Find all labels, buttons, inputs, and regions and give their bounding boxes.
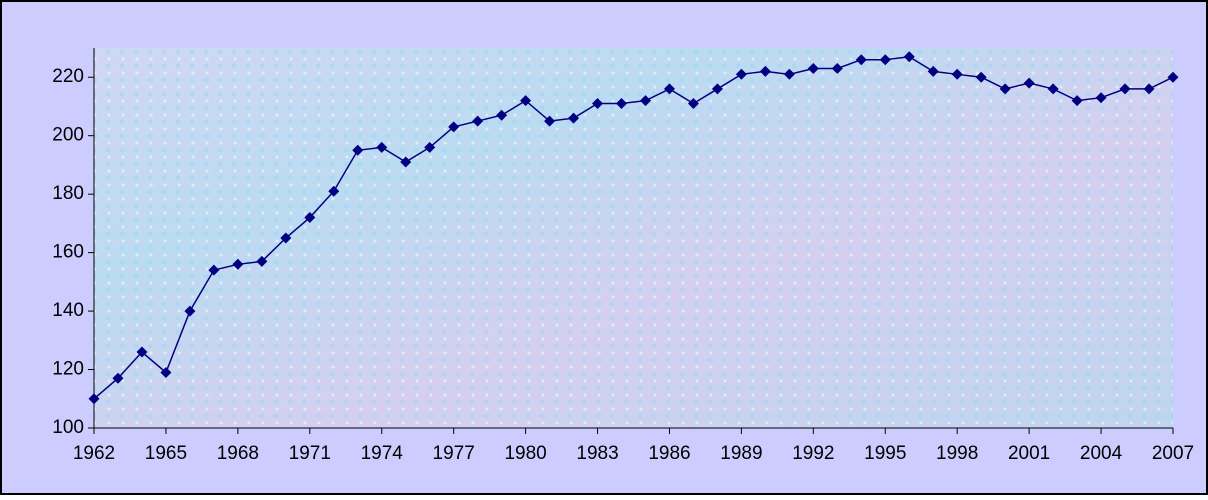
x-tick-label: 1971: [289, 443, 331, 464]
x-tick-label: 1986: [648, 443, 690, 464]
marker: [759, 65, 771, 77]
line: [93, 55, 1174, 400]
marker: [496, 109, 508, 121]
marker: [999, 83, 1011, 95]
marker: [951, 68, 963, 80]
marker: [831, 62, 843, 74]
marker: [783, 68, 795, 80]
marker: [639, 95, 651, 107]
marker: [616, 98, 628, 110]
marker: [1167, 71, 1179, 83]
x-tick-label: 1989: [720, 443, 762, 464]
marker: [256, 255, 268, 267]
marker: [711, 83, 723, 95]
y-tick-label: 200: [52, 125, 84, 146]
marker: [136, 346, 148, 358]
marker: [1023, 77, 1035, 89]
marker: [1047, 83, 1059, 95]
x-tick-label: 1962: [73, 443, 115, 464]
marker: [592, 98, 604, 110]
y-tick-label: 140: [52, 300, 84, 321]
x-tick-label: 1977: [433, 443, 475, 464]
marker: [400, 156, 412, 168]
x-tick-label: 1995: [864, 443, 906, 464]
marker: [376, 141, 388, 153]
marker: [448, 121, 460, 133]
marker: [1143, 83, 1155, 95]
y-tick-label: 100: [52, 417, 84, 438]
marker: [304, 212, 316, 224]
x-tick-label: 1980: [504, 443, 546, 464]
x-tick-label: 2007: [1152, 443, 1194, 464]
plot-texture: [94, 48, 1173, 428]
x-tick-label: 1968: [217, 443, 259, 464]
y-tick-label: 220: [52, 66, 84, 87]
marker: [687, 98, 699, 110]
marker: [184, 305, 196, 317]
x-tick-label: 1998: [936, 443, 978, 464]
x-tick-label: 2001: [1008, 443, 1050, 464]
x-tick-label: 1974: [361, 443, 404, 464]
marker: [663, 83, 675, 95]
marker: [903, 51, 915, 63]
x-tick-label: 1992: [792, 443, 834, 464]
marker: [472, 115, 484, 127]
x-tick-label: 1965: [145, 443, 187, 464]
marker: [88, 393, 100, 405]
marker: [1095, 92, 1107, 104]
marker: [424, 141, 436, 153]
y-tick-label: 180: [52, 183, 84, 204]
marker: [544, 115, 556, 127]
marker: [975, 71, 987, 83]
y-tick-label: 120: [52, 359, 84, 380]
marker: [735, 68, 747, 80]
x-tick-label: 1983: [576, 443, 618, 464]
x-tick-label: 2004: [1080, 443, 1123, 464]
marker: [232, 258, 244, 270]
marker: [352, 144, 364, 156]
marker: [879, 54, 891, 66]
y-tick-label: 160: [52, 242, 84, 263]
marker: [568, 112, 580, 124]
marker: [328, 185, 340, 197]
marker: [1071, 95, 1083, 107]
marker: [160, 366, 172, 378]
marker: [927, 65, 939, 77]
marker: [280, 232, 292, 244]
marker: [1119, 83, 1131, 95]
marker: [208, 264, 220, 276]
marker: [807, 62, 819, 74]
marker: [855, 54, 867, 66]
marker: [112, 372, 124, 384]
marker: [520, 95, 532, 107]
